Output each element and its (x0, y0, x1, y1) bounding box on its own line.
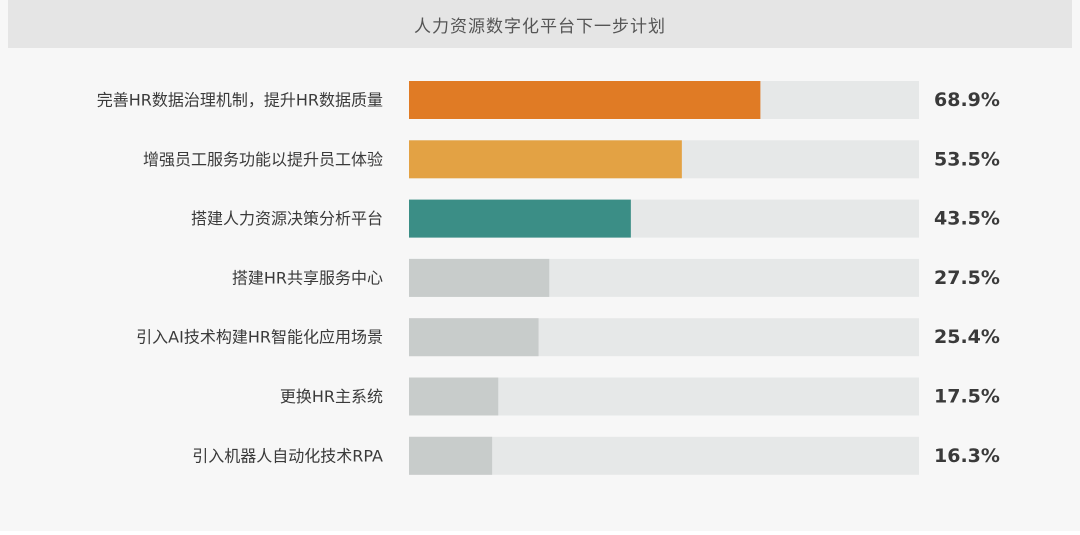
value-label: 16.3% (934, 445, 1000, 467)
bar (409, 199, 631, 238)
category-label: 引入AI技术构建HR智能化应用场景 (136, 328, 383, 347)
category-label: 搭建人力资源决策分析平台 (191, 209, 383, 228)
value-label: 25.4% (934, 326, 1000, 348)
category-label: 增强员工服务功能以提升员工体验 (143, 150, 383, 169)
bar (409, 140, 682, 179)
bar-track (409, 436, 919, 475)
value-label: 43.5% (934, 208, 1000, 230)
bar (409, 81, 761, 119)
bar (409, 258, 550, 297)
bar (409, 377, 499, 416)
bar-chart-svg: 完善HR数据治理机制，提升HR数据质量 68.9% 增强员工服务功能以提升员工体验 5… (97, 81, 1000, 475)
value-label: 53.5% (934, 148, 1000, 170)
category-label: 完善HR数据治理机制，提升HR数据质量 (97, 91, 383, 110)
value-label: 68.9% (934, 89, 1000, 111)
chart-title-bar: 人力资源数字化平台下一步计划 (8, 0, 1072, 48)
category-label: 更换HR主系统 (280, 387, 383, 406)
bar (409, 436, 493, 475)
value-label: 17.5% (934, 386, 1000, 408)
category-label: 引入机器人自动化技术RPA (192, 446, 383, 465)
bar (409, 318, 539, 357)
value-label: 27.5% (934, 267, 1000, 289)
chart-title: 人力资源数字化平台下一步计划 (414, 16, 666, 37)
category-label: 搭建HR共享服务中心 (232, 268, 383, 287)
plot-area: 完善HR数据治理机制，提升HR数据质量 68.9% 增强员工服务功能以提升员工体验 5… (8, 48, 1072, 531)
